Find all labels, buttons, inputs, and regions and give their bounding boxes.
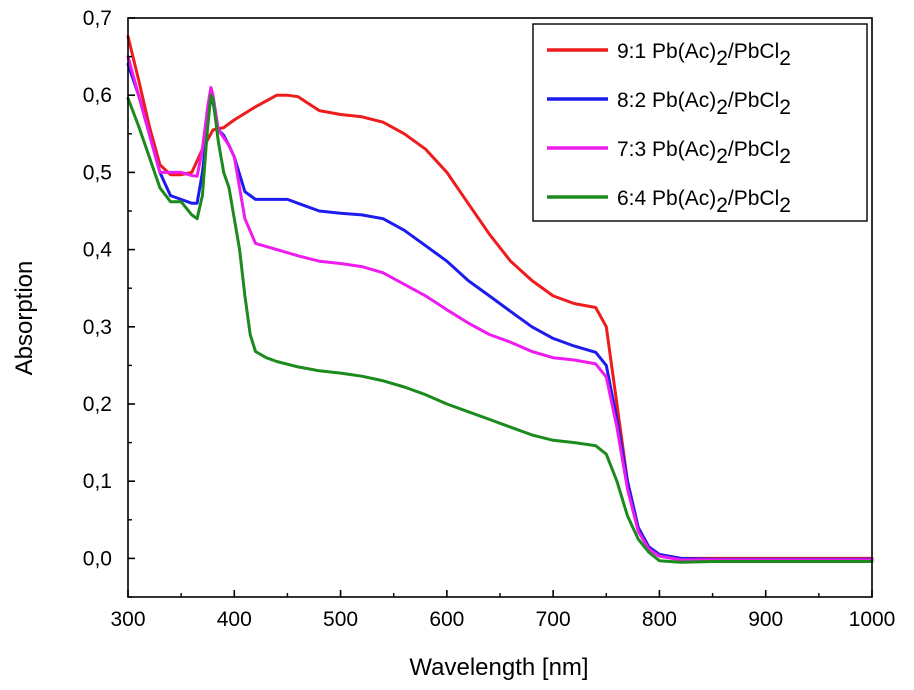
y-tick-label: 0,6 bbox=[83, 84, 112, 107]
x-tick-label: 1000 bbox=[849, 608, 896, 631]
x-tick-label: 700 bbox=[536, 608, 571, 631]
y-tick-label: 0,0 bbox=[83, 547, 112, 570]
legend-label-4: 6:4 Pb(Ac)2/PbCl2 bbox=[617, 187, 791, 217]
x-tick-label: 600 bbox=[429, 608, 464, 631]
x-tick-label: 300 bbox=[110, 608, 145, 631]
legend-label-1: 9:1 Pb(Ac)2/PbCl2 bbox=[617, 40, 791, 70]
y-tick-label: 0,7 bbox=[83, 7, 112, 30]
x-tick-label: 400 bbox=[217, 608, 252, 631]
y-tick-label: 0,3 bbox=[83, 316, 112, 339]
axes-group: 300 400 500 600 700 800 900 1000 0,0 0,1 0,2 0,3 0,4… bbox=[83, 7, 896, 631]
y-tick-label: 0,2 bbox=[83, 393, 112, 416]
y-tick-label: 0,4 bbox=[83, 239, 113, 262]
x-axis-title: Wavelength [nm] bbox=[409, 654, 588, 681]
y-tick-label: 0,5 bbox=[83, 161, 112, 184]
x-tick-label: 900 bbox=[748, 608, 783, 631]
x-tick-label: 500 bbox=[323, 608, 358, 631]
series-group bbox=[126, 35, 874, 564]
series-line-3 bbox=[126, 55, 874, 562]
legend-box bbox=[532, 23, 868, 222]
x-tick-label: 800 bbox=[642, 608, 677, 631]
series-line-4 bbox=[126, 93, 874, 564]
legend-label-2: 8:2 Pb(Ac)2/PbCl2 bbox=[617, 89, 791, 119]
legend-label-3: 7:3 Pb(Ac)2/PbCl2 bbox=[617, 138, 791, 168]
y-tick-label: 0,1 bbox=[83, 470, 112, 493]
legend: 9:1 Pb(Ac)2/PbCl2 8:2 Pb(Ac)2/PbCl2 7:3 Pb… bbox=[532, 23, 868, 222]
y-axis-title: Absorption bbox=[11, 261, 38, 376]
